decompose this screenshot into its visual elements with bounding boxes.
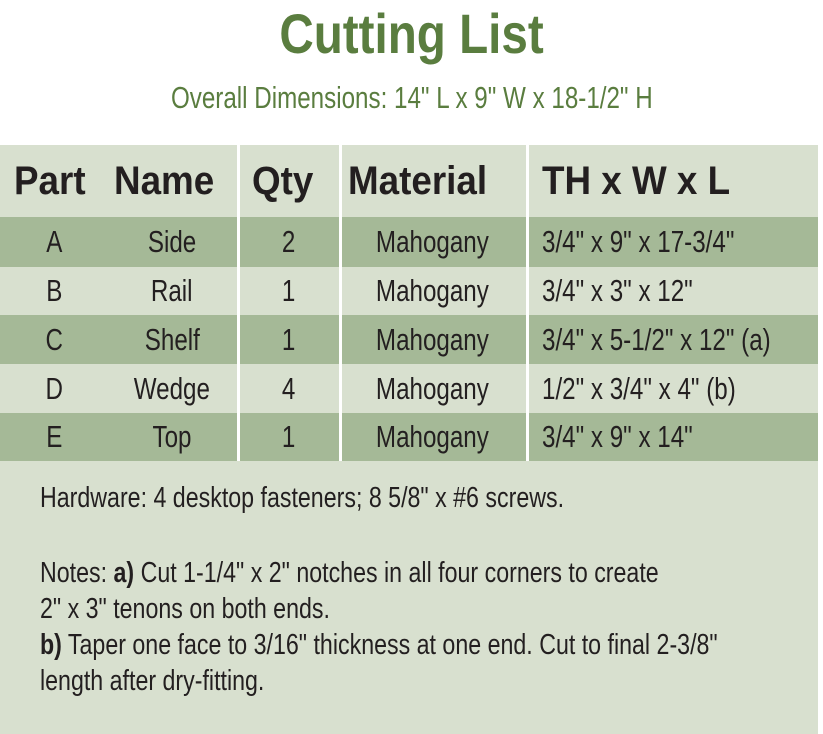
- header-material: Material: [348, 158, 488, 203]
- cell-name: Wedge: [133, 370, 211, 406]
- header-qty: Qty: [252, 158, 314, 203]
- cell-part: A: [45, 224, 63, 259]
- cell-dims: 3/4" x 3" x 12": [542, 273, 693, 308]
- cell-name: Rail: [151, 273, 193, 308]
- cell-name: Shelf: [144, 321, 200, 357]
- cell-part: E: [45, 419, 63, 454]
- header-part: Part: [14, 158, 86, 203]
- cell-qty: 1: [282, 419, 296, 454]
- cell-name: Side: [147, 224, 197, 259]
- cell-part: B: [45, 273, 63, 308]
- cell-dims: 3/4" x 5-1/2" x 12" (a): [542, 321, 771, 357]
- cell-dims: 3/4" x 9" x 14": [542, 419, 693, 454]
- cell-qty: 1: [282, 273, 296, 308]
- table-row: B Rail 1 Mahogany 3/4" x 3" x 12": [0, 267, 818, 315]
- cell-material: Mahogany: [375, 370, 489, 406]
- cell-dims: 3/4" x 9" x 17-3/4": [542, 224, 735, 259]
- notes-a-cont: 2" x 3" tenons on both ends.: [40, 593, 330, 625]
- notes-b: b) Taper one face to 3/16" thickness at …: [40, 629, 718, 661]
- cell-part: C: [45, 321, 63, 357]
- notes-a: Notes: a) Cut 1-1/4" x 2" notches in all…: [40, 557, 659, 589]
- column-divider: [237, 145, 240, 461]
- cell-name: Top: [152, 419, 192, 454]
- notes-b-cont: length after dry-fitting.: [40, 665, 265, 697]
- overall-dimensions: Overall Dimensions: 14" L x 9" W x 18-1/…: [170, 80, 653, 115]
- cell-qty: 4: [282, 370, 296, 406]
- table-row: D Wedge 4 Mahogany 1/2" x 3/4" x 4" (b): [0, 364, 818, 413]
- table-row: C Shelf 1 Mahogany 3/4" x 5-1/2" x 12" (a): [0, 315, 818, 364]
- cell-qty: 1: [282, 321, 296, 357]
- cell-material: Mahogany: [375, 419, 489, 454]
- cell-qty: 2: [282, 224, 296, 259]
- cell-material: Mahogany: [375, 321, 489, 357]
- cell-dims: 1/2" x 3/4" x 4" (b): [542, 370, 736, 406]
- table-row: E Top 1 Mahogany 3/4" x 9" x 14": [0, 413, 818, 461]
- cell-material: Mahogany: [375, 273, 489, 308]
- cell-material: Mahogany: [375, 224, 489, 259]
- header-name: Name: [114, 158, 215, 203]
- cell-part: D: [45, 370, 63, 406]
- table-row: A Side 2 Mahogany 3/4" x 9" x 17-3/4": [0, 217, 818, 267]
- table-header: Part Name Qty Material TH x W x L: [0, 145, 818, 217]
- page-title: Cutting List: [279, 2, 544, 65]
- column-divider: [339, 145, 342, 461]
- column-divider: [526, 145, 529, 461]
- header-dims: TH x W x L: [542, 158, 731, 203]
- hardware-note: Hardware: 4 desktop fasteners; 8 5/8" x …: [40, 482, 565, 514]
